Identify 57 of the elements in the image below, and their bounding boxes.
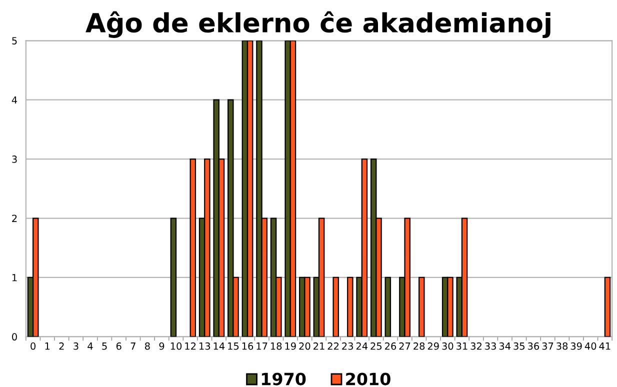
x-tick-label: 3 [74, 342, 78, 350]
bar [170, 218, 177, 337]
bar [418, 276, 425, 337]
x-tick-label: 40 [584, 342, 596, 350]
x-tick-label: 5 [102, 342, 107, 350]
x-tick-label: 35 [514, 342, 524, 350]
x-tick-label: 14 [214, 342, 225, 350]
chart-title: Aĝo de eklerno ĉe akademianoj [86, 11, 550, 38]
x-tick-label: 26 [384, 342, 396, 350]
x-tick-label: 24 [356, 342, 368, 350]
x-tick-label: 10 [170, 342, 182, 350]
x-tick-label: 7 [130, 342, 136, 350]
legend-label: 2010 [346, 372, 390, 386]
x-tick-label: 18 [270, 342, 282, 350]
x-tick-label: 2 [59, 342, 64, 350]
x-tick-label: 9 [159, 342, 164, 350]
legend-label: 1970 [262, 372, 306, 386]
x-tick-label: 20 [299, 342, 310, 350]
x-tick-label: 30 [442, 342, 454, 350]
y-tick-label: 3 [12, 156, 17, 163]
bar [384, 276, 392, 337]
x-tick-label: 33 [485, 342, 496, 350]
x-tick-label: 16 [242, 342, 254, 350]
x-tick-label: 32 [470, 342, 482, 350]
x-tick-label: 17 [256, 342, 268, 350]
y-tick-label: 5 [12, 37, 17, 44]
x-tick-label: 13 [200, 342, 210, 350]
x-tick-label: 22 [328, 342, 338, 350]
y-tick-label: 2 [12, 214, 17, 222]
x-tick-label: 38 [556, 342, 568, 350]
x-tick-label: 39 [570, 342, 582, 350]
bar [604, 276, 611, 337]
x-tick-label: 15 [228, 342, 239, 350]
x-tick-label: 12 [185, 342, 196, 350]
bar [347, 276, 354, 337]
bar [190, 158, 196, 337]
x-tick-label: 1 [45, 342, 50, 350]
x-tick-label: 36 [528, 342, 540, 350]
x-tick-label: 4 [88, 342, 93, 350]
x-tick-label: 25 [370, 342, 382, 350]
x-tick-label: 29 [428, 342, 439, 350]
y-tick-label: 0 [12, 333, 17, 341]
x-tick-label: 31 [456, 342, 468, 350]
x-tick-label: 23 [342, 342, 353, 350]
y-tick-label: 4 [12, 96, 18, 104]
x-tick-label: 8 [145, 342, 150, 350]
x-tick-label: 28 [414, 342, 425, 350]
x-tick-label: 37 [542, 342, 554, 350]
x-tick-label: 34 [499, 342, 510, 350]
x-tick-label: 6 [116, 342, 122, 350]
x-tick-label: 19 [285, 342, 296, 350]
x-tick-label: 27 [399, 342, 410, 350]
x-tick-label: 0 [30, 342, 36, 350]
y-tick-label: 1 [12, 274, 17, 282]
bar [332, 276, 339, 337]
x-tick-label: 21 [314, 342, 324, 350]
x-tick-label: 41 [599, 342, 610, 350]
